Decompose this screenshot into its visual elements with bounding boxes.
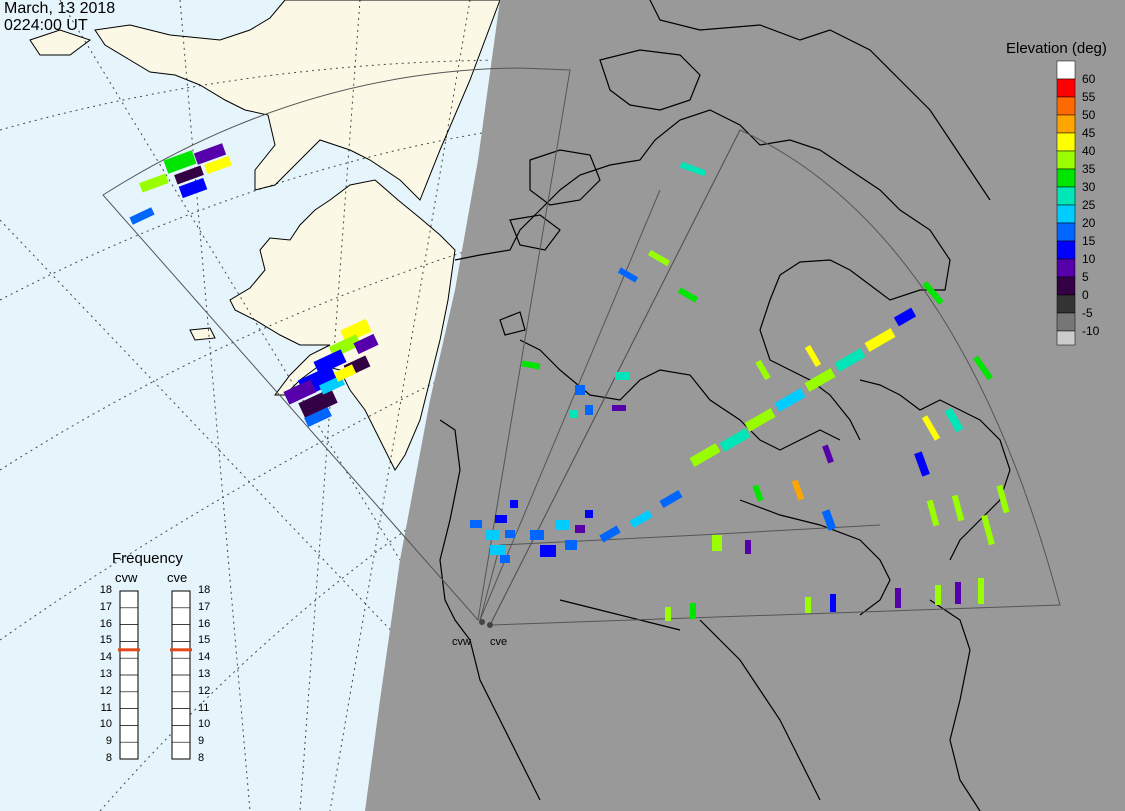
colorbar-tick-label: 50 xyxy=(1082,108,1096,122)
frequency-tick-label: 10 xyxy=(99,718,112,731)
colorbar-cell xyxy=(1056,258,1076,278)
colorbar-tick-label: -10 xyxy=(1082,324,1100,338)
elevation-colorbar xyxy=(1056,60,1076,346)
frequency-tick-label: 15 xyxy=(198,634,211,647)
frequency-title: Frequency xyxy=(112,550,183,567)
frequency-panel xyxy=(118,590,192,760)
colorbar-cell xyxy=(1056,150,1076,170)
colorbar-cell xyxy=(1056,78,1076,98)
frequency-tick-label: 15 xyxy=(99,634,112,647)
colorbar-cell xyxy=(1056,204,1076,224)
frequency-tick-label: 8 xyxy=(198,752,205,764)
colorbar-tick-label: 5 xyxy=(1082,270,1089,284)
colorbar-tick-label: 15 xyxy=(1082,234,1096,248)
frequency-radar-label-cvw: cvw xyxy=(115,570,138,585)
colorbar-tick-label: 60 xyxy=(1082,72,1096,86)
colorbar-cell xyxy=(1056,60,1076,80)
night-coastlines xyxy=(439,0,1011,811)
frequency-tick-label: 8 xyxy=(105,752,112,764)
frequency-radar-label-cve: cve xyxy=(167,570,188,585)
site-label-cvw: cvw xyxy=(452,636,471,648)
radar-fov-outlines xyxy=(102,67,1061,626)
frequency-tick-label: 14 xyxy=(99,651,112,664)
colorbar-cell xyxy=(1056,276,1076,296)
colorbar-cell xyxy=(1056,114,1076,134)
frequency-tick-label: 17 xyxy=(99,600,112,613)
frequency-tick-label: 13 xyxy=(198,668,211,680)
site-marker-cve xyxy=(487,622,493,628)
colorbar-cell xyxy=(1056,330,1076,346)
colorbar-tick-label: 25 xyxy=(1082,198,1096,212)
frequency-tick-label: 9 xyxy=(105,735,112,748)
colorbar-cell xyxy=(1056,186,1076,206)
frequency-tick-label: 17 xyxy=(198,600,211,613)
site-marker-cvw xyxy=(479,619,485,625)
radar-echoes xyxy=(129,143,1010,621)
colorbar-tick-label: -5 xyxy=(1082,306,1093,320)
colorbar-tick-label: 0 xyxy=(1082,288,1089,302)
frequency-tick-label: 11 xyxy=(100,701,112,714)
frequency-tick-label: 18 xyxy=(99,584,112,596)
colorbar-tick-label: 55 xyxy=(1082,90,1096,104)
frequency-tick-label: 10 xyxy=(198,718,211,731)
colorbar-cell xyxy=(1056,294,1076,314)
frequency-tick-label: 14 xyxy=(198,651,211,664)
night-terminator-region xyxy=(365,0,1125,811)
frequency-marker xyxy=(118,648,140,652)
frequency-tick-label: 12 xyxy=(198,684,211,697)
colorbar-tick-label: 35 xyxy=(1082,162,1096,176)
frequency-tick-label: 9 xyxy=(198,735,205,748)
colorbar-cell xyxy=(1056,132,1076,152)
colorbar-tick-label: 20 xyxy=(1082,216,1096,230)
colorbar-cell xyxy=(1056,96,1076,116)
frequency-tick-label: 13 xyxy=(99,668,112,680)
colorbar-cell xyxy=(1056,240,1076,260)
colorbar-tick-label: 45 xyxy=(1082,126,1096,140)
colorbar-cell xyxy=(1056,312,1076,332)
graticule xyxy=(0,0,521,811)
time-label: 0224:00 UT xyxy=(4,17,88,34)
date-label: March, 13 2018 xyxy=(4,0,116,17)
colorbar-tick-label: 10 xyxy=(1082,252,1096,266)
colorbar-tick-label: 40 xyxy=(1082,144,1096,158)
frequency-tick-label: 18 xyxy=(198,584,211,596)
colorbar-cell xyxy=(1056,168,1076,188)
frequency-tick-label: 12 xyxy=(99,684,112,697)
frequency-tick-label: 16 xyxy=(99,617,112,630)
colorbar-cell xyxy=(1056,222,1076,242)
colorbar-tick-label: 30 xyxy=(1082,180,1096,194)
frequency-tick-label: 16 xyxy=(198,617,211,630)
frequency-tick-label: 11 xyxy=(198,701,210,714)
site-label-cve: cve xyxy=(490,636,508,648)
frequency-marker xyxy=(170,648,192,652)
elevation-scale-title: Elevation (deg) xyxy=(1006,40,1107,57)
